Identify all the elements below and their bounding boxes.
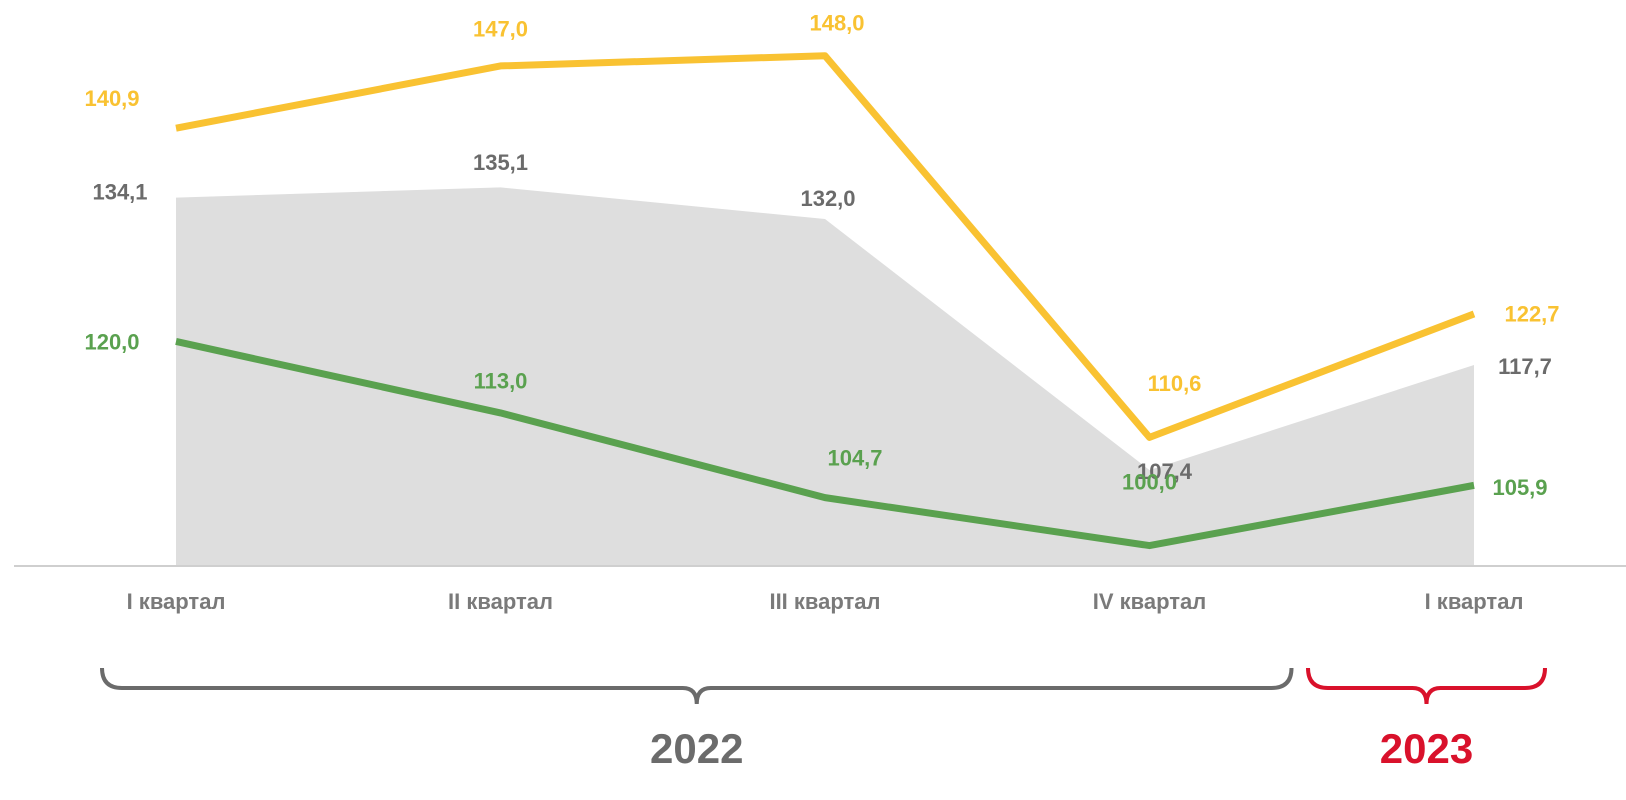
data-label: 148,0 <box>809 11 864 36</box>
data-label: 132,0 <box>800 186 855 211</box>
data-label: 107,4 <box>1137 459 1193 484</box>
x-tick-label: II квартал <box>448 589 553 614</box>
bracket <box>100 667 1294 705</box>
data-label: 100,0 <box>1122 469 1177 494</box>
line <box>175 338 1475 550</box>
x-tick-label: I квартал <box>127 589 226 614</box>
data-label: 120,0 <box>84 329 139 354</box>
data-label: 147,0 <box>473 17 528 42</box>
data-label: 105,9 <box>1492 475 1547 500</box>
data-label: 134,1 <box>92 179 147 204</box>
data-label: 135,1 <box>473 150 528 175</box>
area <box>176 187 1474 567</box>
group-label: 2023 <box>1380 725 1473 772</box>
bracket <box>1306 667 1547 705</box>
data-label: 117,7 <box>1498 354 1552 379</box>
data-label: 122,7 <box>1504 302 1559 327</box>
line <box>175 52 1476 441</box>
data-label: 140,9 <box>84 86 139 111</box>
data-label: 104,7 <box>827 445 882 470</box>
x-tick-label: III квартал <box>769 589 880 614</box>
x-tick-label: I квартал <box>1425 589 1524 614</box>
group-label: 2022 <box>650 725 743 772</box>
data-label: 113,0 <box>474 369 528 394</box>
x-tick-label: IV квартал <box>1093 589 1207 614</box>
data-label: 110,6 <box>1148 371 1202 396</box>
